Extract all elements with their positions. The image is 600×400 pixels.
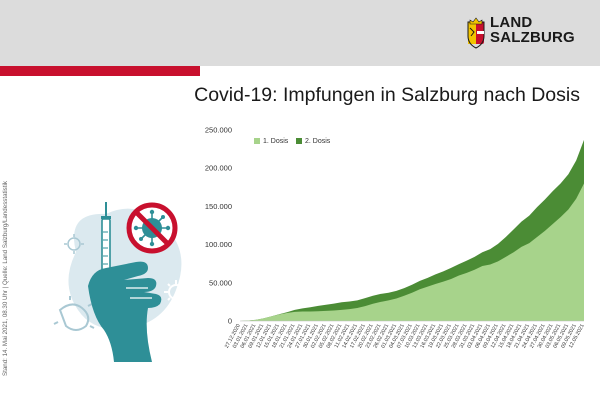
legend-swatch-dose-2: [296, 138, 302, 144]
header-bar: [0, 0, 600, 66]
virus-outline-icon-small: [64, 234, 84, 254]
source-note: Stand: 14. Mai 2021, 08.30 Uhr | Quelle:…: [2, 181, 9, 376]
land-salzburg-logo: LAND SALZBURG: [466, 14, 576, 50]
page-title: Covid-19: Impfungen in Salzburg nach Dos…: [194, 84, 580, 106]
salzburg-crest-icon: [467, 17, 485, 49]
logo-line-1: LAND: [490, 14, 533, 31]
logo-line-2: SALZBURG: [490, 29, 575, 46]
y-tick-label: 250.000: [205, 126, 232, 135]
y-tick-label: 100.000: [205, 240, 232, 249]
chart-axes: 050.000100.000150.000200.000250.00027.12…: [205, 126, 586, 350]
vaccine-syringe-hand-icon: [53, 202, 188, 362]
chart-legend: 1. Dosis 2. Dosis: [254, 138, 331, 145]
hand-finger-lines: [126, 287, 152, 299]
logo-text: LAND SALZBURG: [490, 15, 575, 45]
legend-label-dose-1: 1. Dosis: [263, 138, 289, 145]
virus-crossed-icon: [126, 202, 178, 254]
y-tick-label: 0: [228, 317, 232, 326]
y-tick-label: 50.000: [209, 278, 232, 287]
hand-icon: [88, 261, 162, 362]
virus-outline-icon: [164, 280, 188, 304]
y-tick-label: 150.000: [205, 202, 232, 211]
y-tick-label: 200.000: [205, 164, 232, 173]
virus-outline-icon-bottom: [53, 296, 95, 331]
series-area-dose-1: [240, 183, 584, 321]
vaccination-area-chart: 050.000100.000150.000200.000250.00027.12…: [205, 126, 586, 350]
legend-swatch-dose-1: [254, 138, 260, 144]
chart-areas: [240, 139, 584, 321]
header-accent-bar: [0, 66, 200, 76]
legend-label-dose-2: 2. Dosis: [305, 138, 331, 145]
